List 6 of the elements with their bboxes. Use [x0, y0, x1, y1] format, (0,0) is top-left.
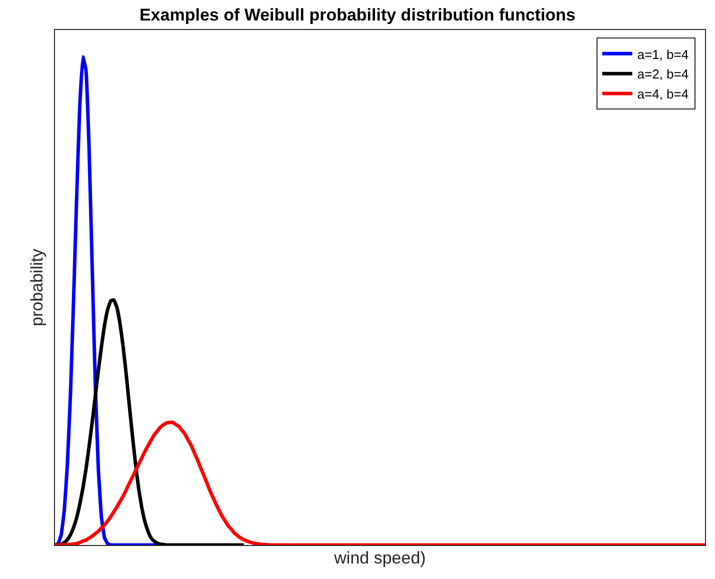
legend-label: a=2, b=4: [637, 66, 689, 82]
y-axis-title: probability: [28, 248, 47, 326]
chart-title: Examples of Weibull probability distribution functions: [139, 6, 576, 25]
x-axis-title: wind speed): [333, 548, 426, 568]
legend-label: a=1, b=4: [637, 46, 689, 62]
legend-label: a=4, b=4: [637, 86, 689, 102]
